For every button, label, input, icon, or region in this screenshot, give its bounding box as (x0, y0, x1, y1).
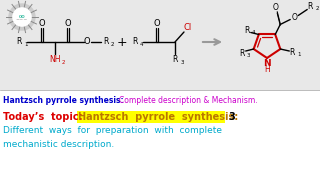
Text: 4: 4 (252, 30, 256, 35)
Text: R: R (103, 37, 108, 46)
Text: mechanistic description.: mechanistic description. (3, 140, 114, 149)
Text: O: O (84, 37, 90, 46)
Text: 3: 3 (180, 60, 184, 64)
Circle shape (9, 4, 35, 30)
Text: R: R (172, 55, 178, 64)
Text: 3: 3 (247, 53, 251, 58)
Text: Different  ways  for  preparation  with  complete: Different ways for preparation with comp… (3, 126, 222, 135)
Text: R: R (308, 2, 313, 11)
Text: 2: 2 (110, 42, 114, 46)
Text: R: R (244, 26, 250, 35)
Text: O: O (291, 13, 297, 22)
Text: 1: 1 (298, 51, 301, 57)
Text: O: O (272, 3, 278, 12)
Text: Today’s  topic:: Today’s topic: (3, 112, 83, 122)
Text: R: R (290, 48, 295, 57)
Text: Hantzsch pyrrole synthesis:: Hantzsch pyrrole synthesis: (3, 96, 124, 105)
Text: ~~~: ~~~ (16, 17, 28, 22)
Circle shape (13, 8, 31, 26)
Text: 1: 1 (24, 42, 28, 46)
Text: H: H (264, 64, 270, 73)
Text: R: R (17, 37, 22, 46)
Text: +: + (117, 35, 127, 48)
Text: N: N (263, 58, 271, 68)
Text: NH: NH (49, 55, 61, 64)
FancyBboxPatch shape (77, 111, 225, 123)
Text: oo: oo (19, 14, 25, 19)
Text: Hantzsch  pyrrole  synthesis:: Hantzsch pyrrole synthesis: (78, 112, 242, 122)
Text: 3: 3 (228, 112, 235, 122)
Text: Cl: Cl (184, 24, 192, 33)
Text: O: O (39, 19, 45, 28)
Text: O: O (65, 19, 71, 28)
Text: 2: 2 (316, 6, 319, 11)
Text: R: R (239, 49, 244, 58)
Text: 2: 2 (61, 60, 65, 64)
Text: 4: 4 (139, 42, 143, 46)
Bar (0, 0, 320, 90)
Text: O: O (154, 19, 160, 28)
Text: Complete description & Mechanism.: Complete description & Mechanism. (119, 96, 258, 105)
Text: R: R (132, 37, 137, 46)
